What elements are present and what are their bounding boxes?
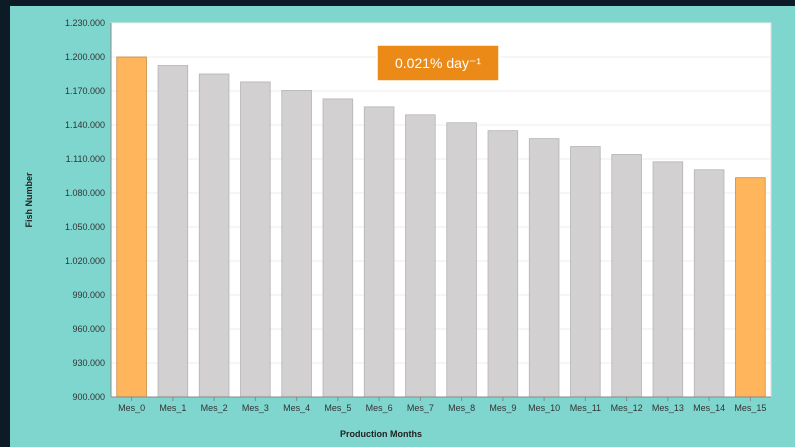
bar-mes-9 [487,130,519,398]
x-tick-label: Mes_11 [570,403,601,413]
bar-mes-11 [570,146,601,398]
y-tick-label: 1.230.000 [65,18,105,28]
annotation-text: 0.021% day⁻¹ [395,55,481,71]
y-tick-label: 1.020.000 [65,256,105,266]
y-tick-label: 1.050.000 [65,222,105,232]
bar-mes-15 [735,177,766,398]
x-tick-label: Mes_0 [118,403,145,413]
y-tick-label: 1.110.000 [66,154,105,164]
bars [116,56,766,398]
x-tick-label: Mes_1 [159,403,186,413]
y-tick-label: 900.000 [72,392,105,402]
x-tick-label: Mes_2 [201,403,228,413]
x-tick-label: Mes_15 [734,403,766,413]
x-tick-label: Mes_6 [366,403,393,413]
bar-mes-3 [240,81,271,398]
x-tick-label: Mes_9 [489,403,516,413]
y-tick-label: 1.140.000 [65,120,105,130]
x-tick-label: Mes_5 [324,403,351,413]
y-tick-label: 930.000 [72,358,105,368]
y-tick-label: 1.200.000 [65,52,105,62]
bar-mes-4 [281,90,312,398]
bar-mes-2 [198,73,230,398]
x-tick-label: Mes_12 [611,403,643,413]
x-tick-label: Mes_3 [242,403,269,413]
chart-frame: 900.000 930.000 960.000 990.000 1.020.000 1.0… [10,6,795,447]
x-tick-label: Mes_7 [407,403,434,413]
rate-annotation: 0.021% day⁻¹ [376,44,500,82]
x-tick-label: Mes_14 [693,403,725,413]
y-axis-title: Fish Number [24,172,34,228]
x-tick-label: Mes_8 [448,403,475,413]
bar-mes-0 [116,56,147,398]
x-axis-title: Production Months [340,429,422,439]
bar-chart: 900.000 930.000 960.000 990.000 1.020.000 1.0… [24,18,772,439]
y-tick-label: 1.080.000 [65,188,105,198]
y-tick-label: 1.170.000 [65,86,105,96]
bar-mes-6 [363,106,395,398]
y-tick-label: 990.000 [72,290,105,300]
bar-mes-8 [446,122,477,398]
x-tick-label: Mes_10 [528,403,560,413]
bar-mes-13 [652,161,684,398]
x-axis-ticks: Mes_0 Mes_1 Mes_2 Mes_3 Mes_4 Mes_5 Mes_6 Mes_7… [118,397,766,413]
bar-mes-14 [693,169,725,398]
y-tick-label: 960.000 [72,324,105,334]
bar-mes-10 [528,138,560,398]
annotation-box [376,44,500,82]
bar-mes-12 [611,154,642,398]
bar-mes-7 [405,114,436,398]
x-tick-label: Mes_13 [652,403,684,413]
bar-mes-1 [157,65,189,398]
y-axis-ticks: 900.000 930.000 960.000 990.000 1.020.000 1.0… [65,18,105,402]
bar-mes-5 [322,98,354,398]
x-tick-label: Mes_4 [283,403,310,413]
